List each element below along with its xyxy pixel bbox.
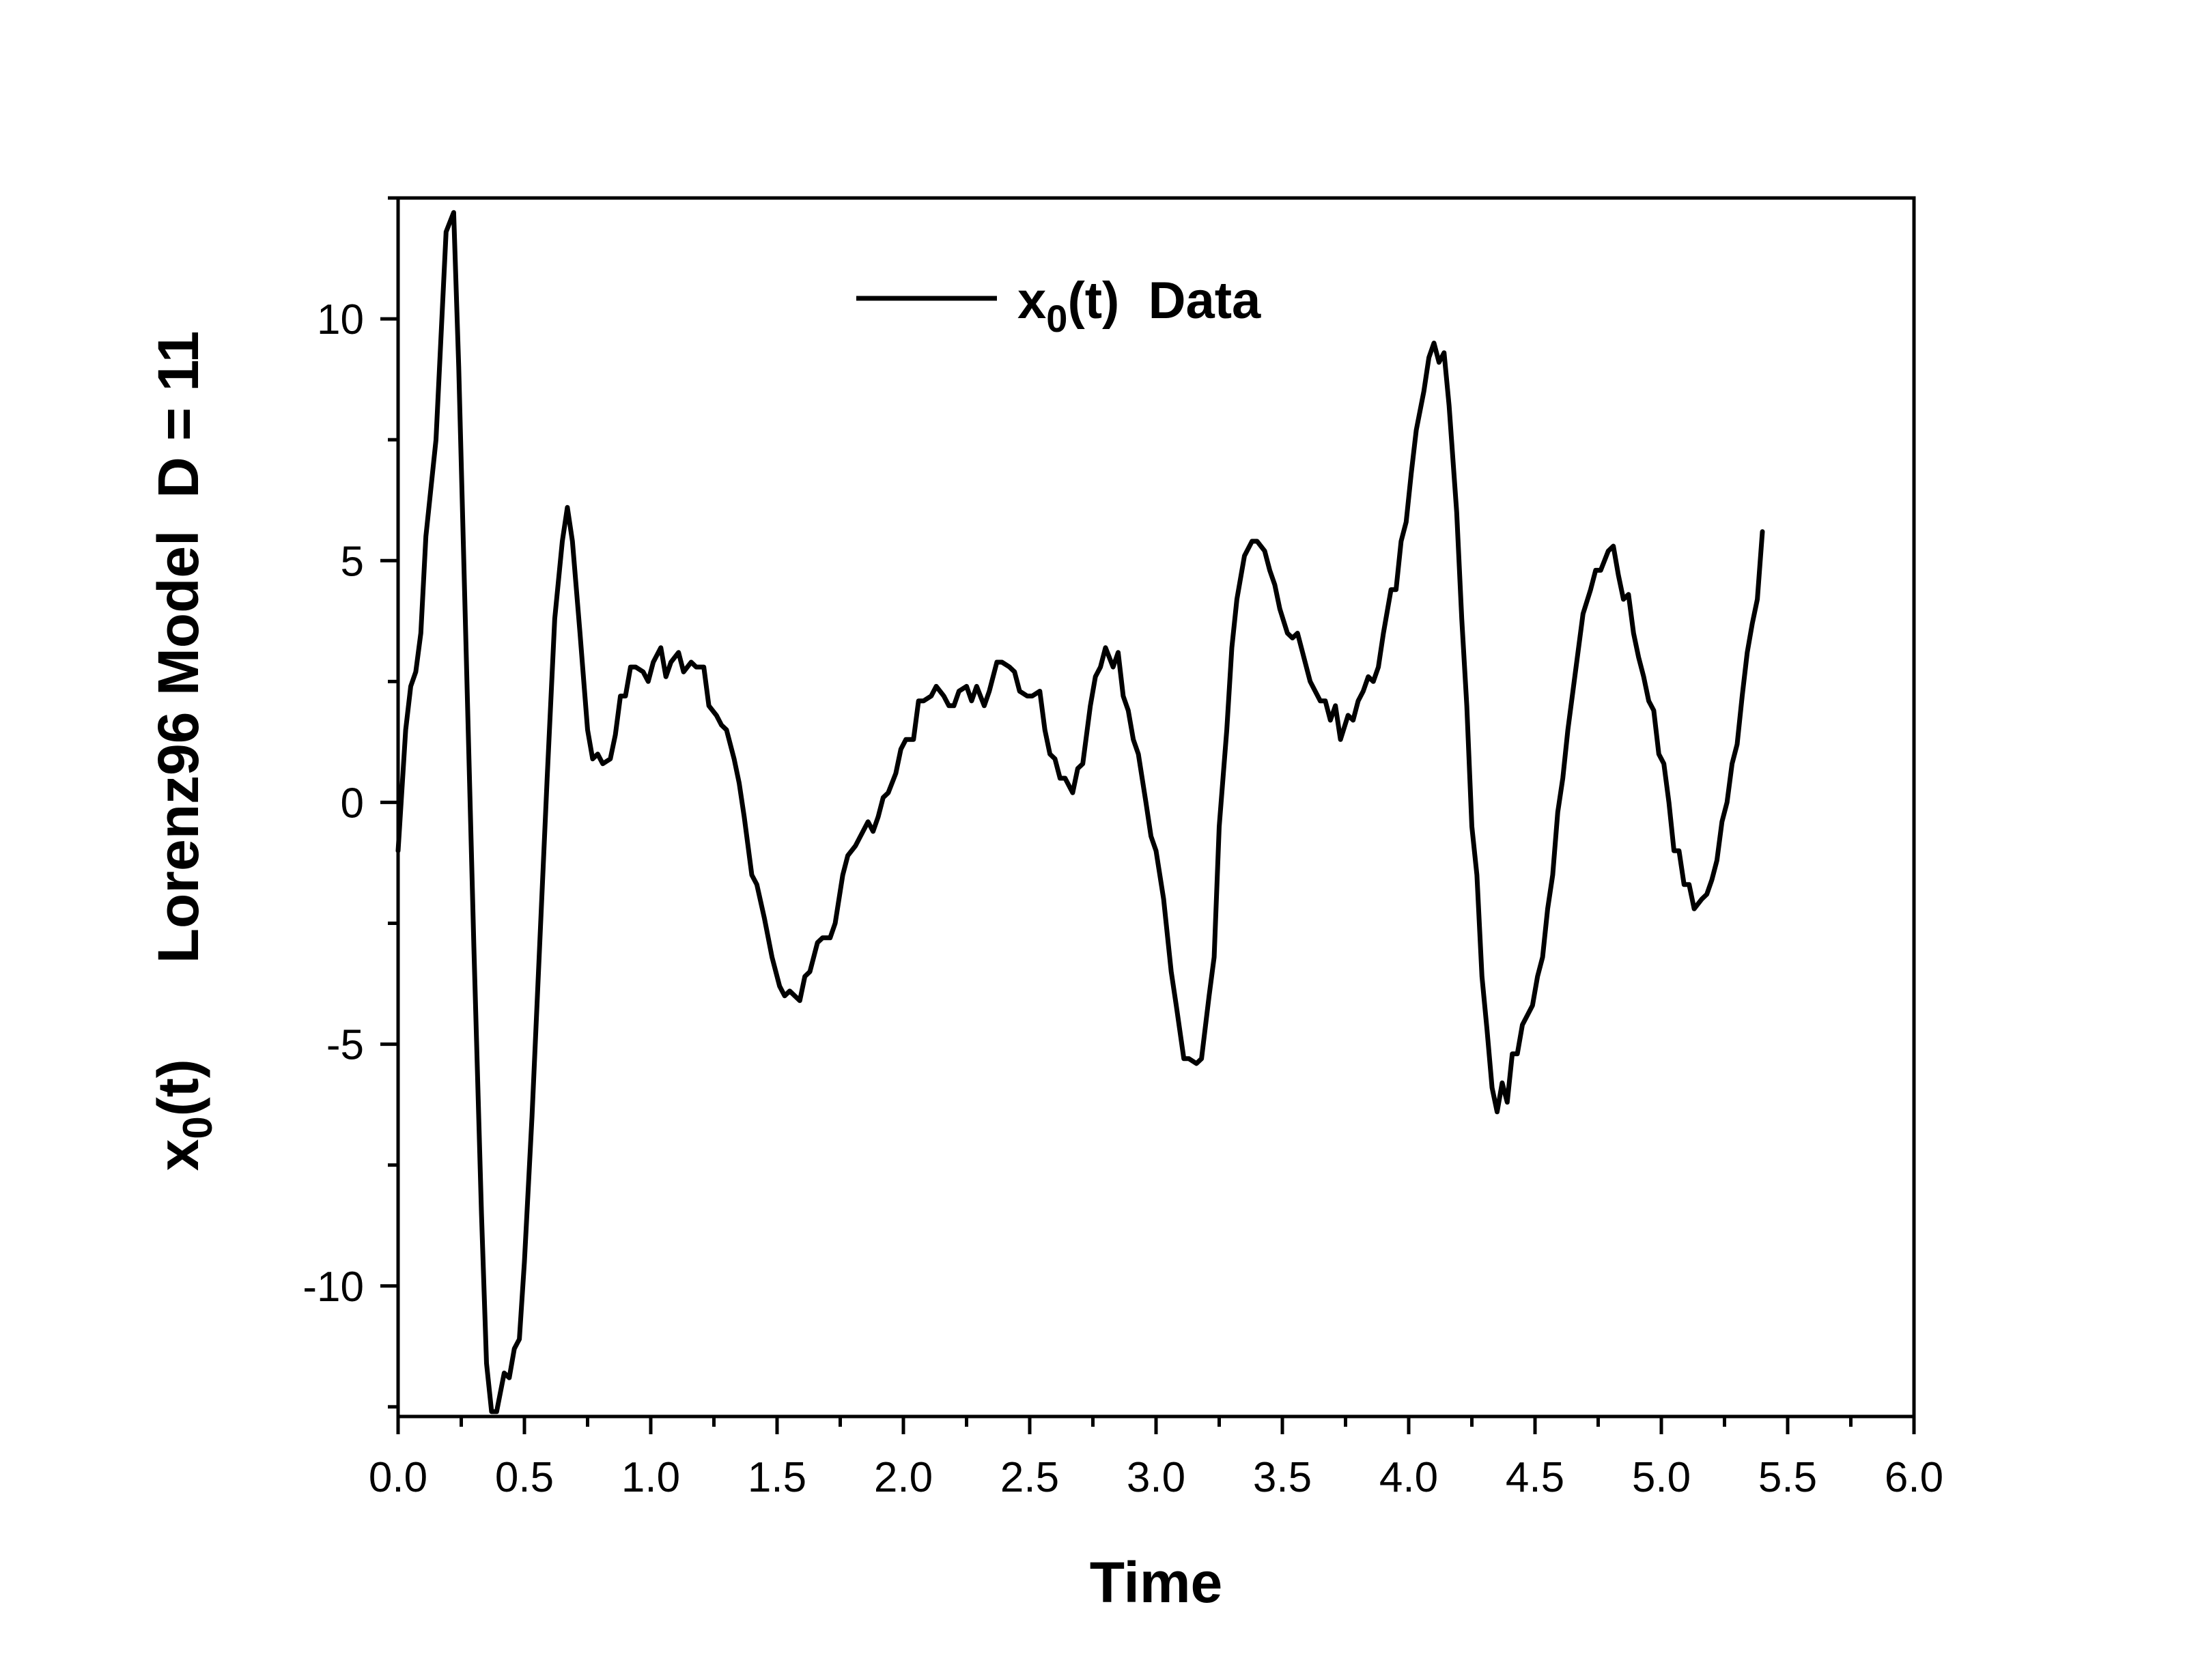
x-tick-label: 5.5 xyxy=(1758,1454,1817,1501)
series-line-x0-data xyxy=(395,210,1765,1414)
x-tick-label: 3.0 xyxy=(1127,1454,1185,1501)
x-tick-label: 5.0 xyxy=(1632,1454,1691,1501)
x-tick-label: 6.0 xyxy=(1885,1454,1943,1501)
x-tick-label: 2.5 xyxy=(1000,1454,1059,1501)
legend: x0(t) Data xyxy=(856,272,1261,340)
x-tick-label: 3.5 xyxy=(1253,1454,1312,1501)
x-tick-label: 2.0 xyxy=(874,1454,933,1501)
y-axis-title-prefix: x xyxy=(146,1139,210,1171)
x-tick-label: 1.0 xyxy=(621,1454,680,1501)
x-tick-label: 0.5 xyxy=(495,1454,554,1501)
legend-label: x0(t) Data xyxy=(1017,272,1261,340)
axis-ticks xyxy=(380,196,1916,1434)
y-axis-title-suffix: (t) xyxy=(146,1059,210,1116)
plot-frame xyxy=(396,196,1916,1419)
legend-label-subscript: 0 xyxy=(1046,297,1067,340)
legend-label-prefix: x xyxy=(1017,272,1046,330)
x-tick-label: 0.0 xyxy=(369,1454,427,1501)
y-tick-label: -10 xyxy=(302,1264,364,1311)
x-tick-label: 1.5 xyxy=(748,1454,806,1501)
x-tick-label: 4.0 xyxy=(1379,1454,1438,1501)
y-axis-title-model: Lorenz96 Model D = 11 xyxy=(146,331,210,964)
y-tick-label: 0 xyxy=(341,780,364,827)
y-axis-title-subscript: 0 xyxy=(175,1116,221,1139)
y-tick-label: 10 xyxy=(317,296,364,343)
y-tick-label: 5 xyxy=(341,538,364,585)
y-tick-labels: -10 -5 0 5 10 xyxy=(302,296,364,1311)
y-tick-label: -5 xyxy=(326,1022,364,1069)
x-tick-label: 4.5 xyxy=(1506,1454,1564,1501)
legend-label-suffix: (t) Data xyxy=(1067,272,1261,330)
y-axis-title: x0(t) Lorenz96 Model D = 11 xyxy=(146,331,221,1171)
x-axis-title: Time xyxy=(1090,1550,1223,1614)
y-axis-title-gap xyxy=(146,963,210,1059)
x-tick-labels: 0.0 0.5 1.0 1.5 2.0 2.5 3.0 3.5 4.0 4.5 5.0 5.5 6.0 xyxy=(369,1454,1943,1501)
